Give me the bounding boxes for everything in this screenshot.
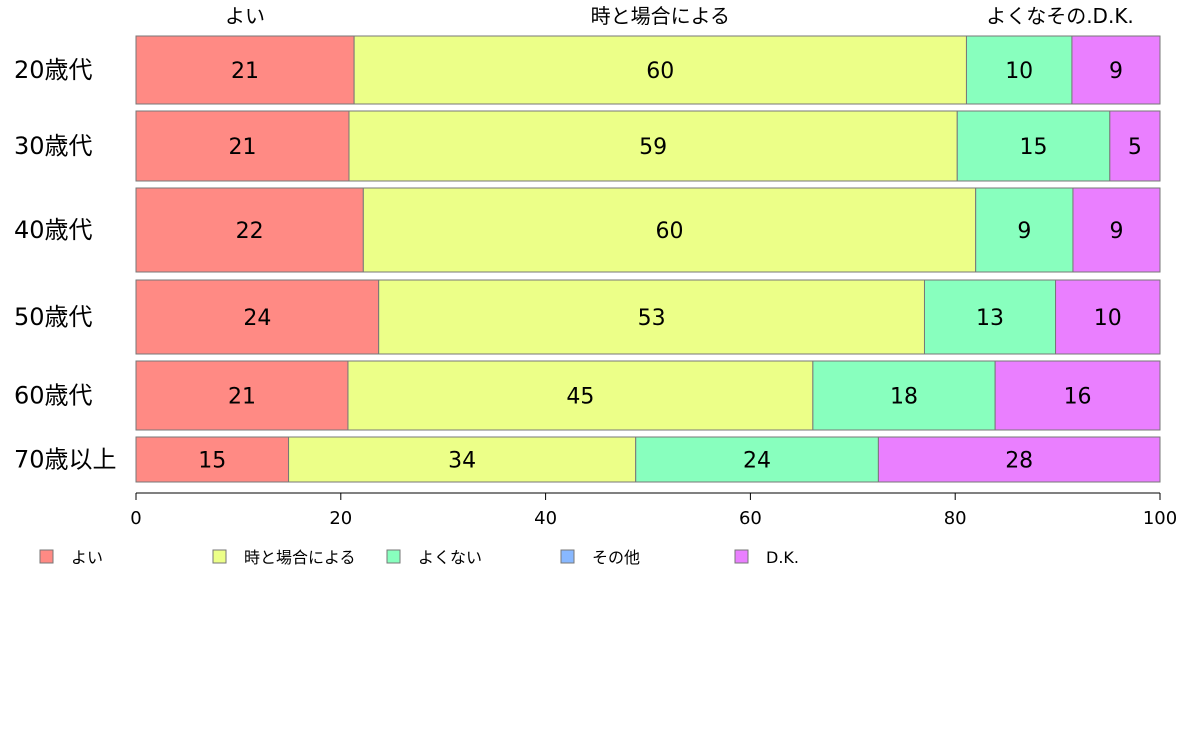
bar-segment [994,360,1161,431]
data-label: 9 [1109,219,1123,244]
data-label: 60 [656,219,684,244]
bar-row: 70歳以上 15 34 24 28 [14,436,1161,483]
legend-label: よい [71,548,103,567]
bar-segment [348,110,958,182]
data-label: 5 [1128,135,1142,160]
bar-segment [347,360,814,431]
data-label: 21 [228,135,256,160]
legend-label: D.K. [766,548,799,567]
bar-row: 50歳代 24 53 13 10 [14,279,1161,355]
bar-segment [1072,187,1161,273]
data-label: 13 [976,306,1004,331]
bars: 20歳代 21 60 10 9 30歳代 21 59 15 5 40歳代 22 60 9 9 50歳代 24 53… [14,35,1161,483]
data-label: 45 [566,385,594,410]
x-tick-label: 80 [944,508,967,529]
category-label: 40歳代 [14,216,93,244]
data-label: 34 [448,449,476,474]
legend-swatch [212,549,227,564]
legend-item: D.K. [734,548,799,567]
bar-segment [1055,279,1161,355]
bar-row: 20歳代 21 60 10 9 [14,35,1161,105]
category-label: 20歳代 [14,56,93,84]
data-label: 22 [236,219,264,244]
bar-segment [288,436,637,483]
legend-label: 時と場合による [244,548,356,567]
data-label: 59 [639,135,667,160]
bar-segment [135,110,350,182]
top-label: よくなその.D.K. [986,4,1134,28]
data-label: 15 [198,449,226,474]
data-label: 18 [890,385,918,410]
data-label: 53 [638,306,666,331]
bar-segment [965,35,1073,105]
bar-row: 40歳代 22 60 9 9 [14,187,1161,273]
bar-segment [135,360,349,431]
legend-item: 時と場合による [212,548,356,567]
data-label: 24 [243,306,271,331]
bar-row: 30歳代 21 59 15 5 [14,110,1161,182]
bar-segment [135,35,355,105]
category-label: 30歳代 [14,132,93,160]
legend: よい 時と場合による よくない その他 D.K. [39,548,799,567]
legend-swatch [560,549,575,564]
legend-swatch [734,549,749,564]
bar-segment [135,436,290,483]
data-label: 28 [1005,449,1033,474]
bar-segment [135,187,364,273]
top-label: よい [225,4,265,28]
data-label: 60 [646,59,674,84]
bar-segment [1071,35,1161,105]
legend-item: よくない [386,548,482,567]
data-label: 21 [228,385,256,410]
legend-label: よくない [418,548,482,567]
bar-segment [956,110,1111,182]
data-label: 15 [1020,135,1048,160]
x-axis: 0 20 40 60 80 100 [130,492,1177,529]
bar-segment [877,436,1161,483]
top-label: 時と場合による [591,4,730,28]
legend-item: その他 [560,548,640,567]
data-label: 9 [1017,219,1031,244]
top-labels: よい 時と場合による よくなその.D.K. [225,4,1134,28]
data-label: 10 [1094,306,1122,331]
x-tick-label: 20 [329,508,352,529]
data-label: 24 [743,449,771,474]
bar-segment [378,279,925,355]
x-tick-label: 60 [739,508,762,529]
bar-segment [362,187,977,273]
x-tick-label: 100 [1143,508,1177,529]
bar-segment [635,436,879,483]
category-label: 70歳以上 [14,446,117,474]
data-label: 16 [1064,385,1092,410]
bar-segment [923,279,1057,355]
category-label: 60歳代 [14,382,93,410]
legend-item: よい [39,548,103,567]
data-label: 10 [1005,59,1033,84]
x-tick-label: 0 [130,508,141,529]
bar-segment [135,279,380,355]
legend-swatch [39,549,54,564]
data-label: 21 [231,59,259,84]
bar-row: 60歳代 21 45 18 16 [14,360,1161,431]
data-label: 9 [1109,59,1123,84]
legend-swatch [386,549,401,564]
category-label: 50歳代 [14,303,93,331]
bar-segment [812,360,996,431]
bar-segment [1109,110,1161,182]
bar-segment [353,35,967,105]
legend-label: その他 [592,548,640,567]
x-tick-label: 40 [534,508,557,529]
